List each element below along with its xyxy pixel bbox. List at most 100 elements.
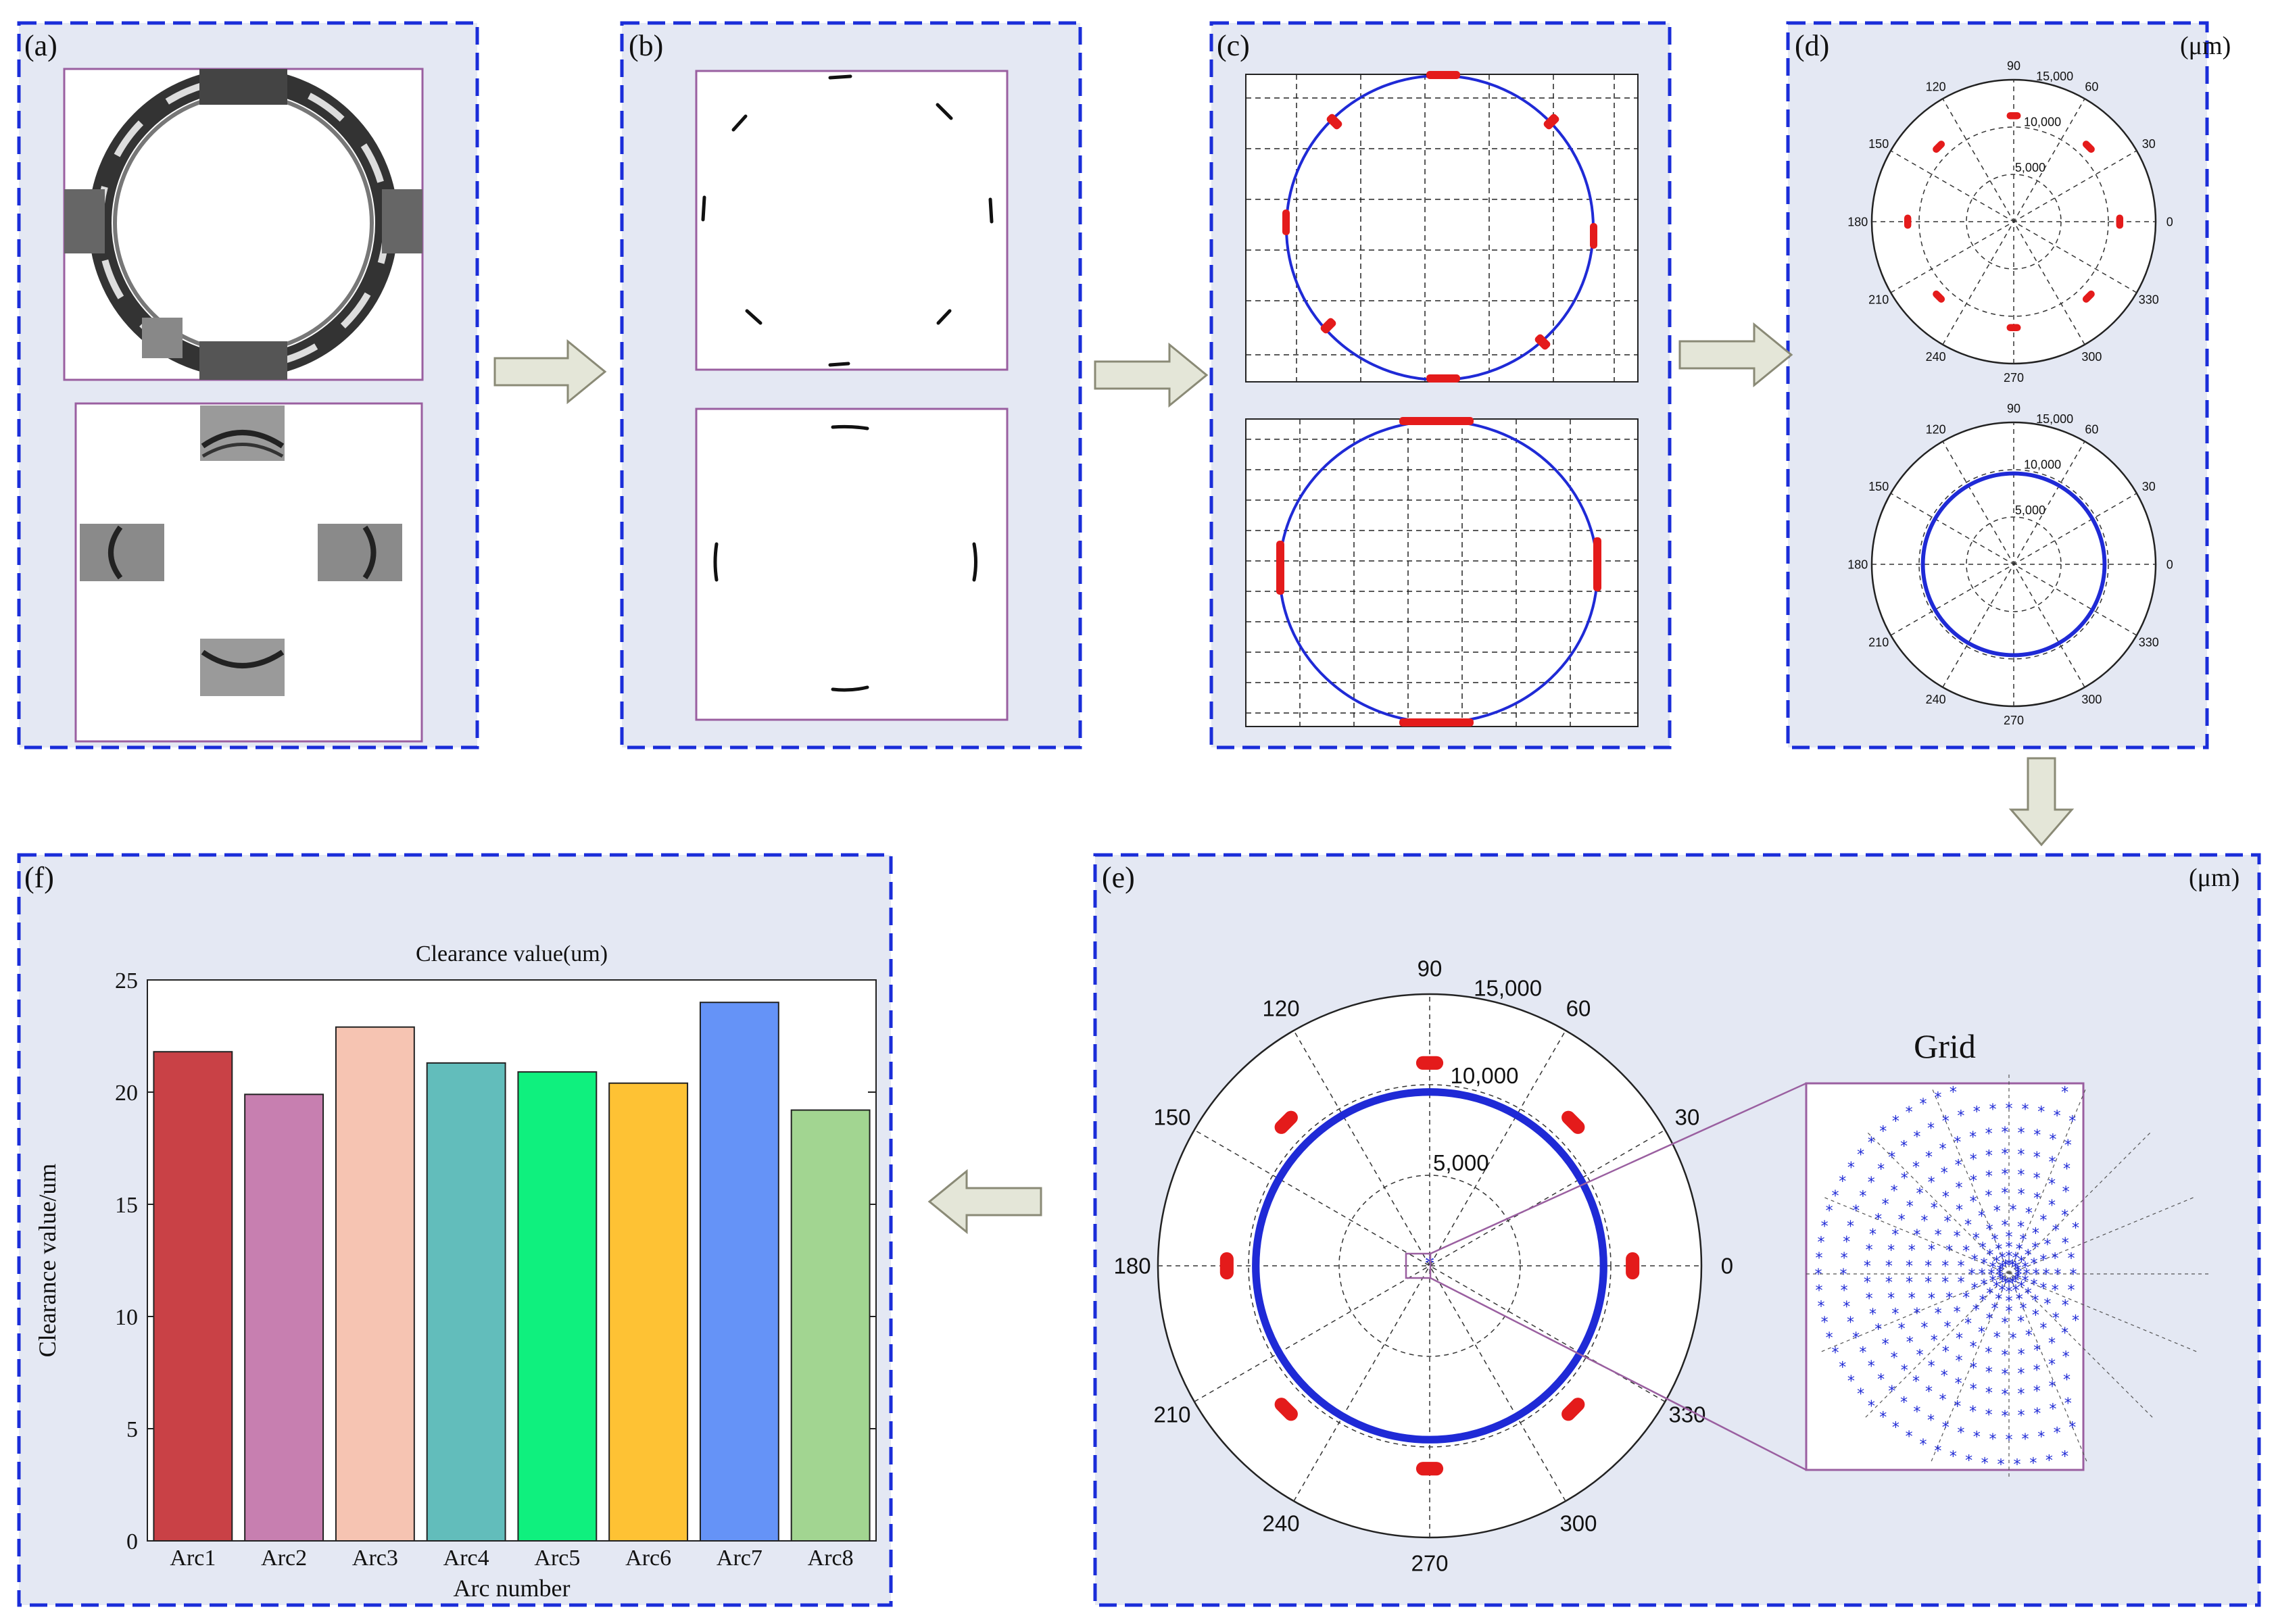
- grid-point: *: [1988, 1266, 1995, 1283]
- grid-point: *: [1945, 1290, 1953, 1307]
- grid-point: *: [2002, 1125, 2009, 1141]
- grid-point: *: [2002, 1387, 2009, 1404]
- polar-angle-label: 30: [2142, 480, 2156, 493]
- polar-spoke: [1890, 493, 2137, 636]
- arc-points: [1933, 141, 1945, 153]
- polar-angle-label: 330: [2139, 293, 2159, 307]
- grid-point: *: [2068, 1250, 2075, 1267]
- grid-point: *: [1924, 1275, 1932, 1291]
- grid-point: *: [2032, 1226, 2039, 1243]
- polar-angle-label: 60: [2085, 80, 2098, 94]
- grid-point: *: [2012, 1273, 2019, 1290]
- grid-point: *: [2020, 1232, 2027, 1249]
- grid-point: *: [1892, 1113, 1899, 1130]
- grid-point: *: [1942, 1114, 1950, 1131]
- grid-point: *: [2061, 1084, 2068, 1101]
- grid-point: *: [1989, 1102, 1996, 1118]
- grid-point: *: [1939, 1392, 1946, 1409]
- polar-ring: [1918, 126, 2109, 317]
- grid-point: *: [1970, 1360, 1977, 1377]
- grid-point: *: [1866, 1242, 1873, 1259]
- polar-plot-d-top: 0 30 60 90 120 150 180 210 240 270 300 330 5,000 10,0…: [1847, 59, 2173, 385]
- grid-point: *: [1879, 1410, 1887, 1427]
- grid-point: *: [2033, 1383, 2041, 1400]
- grid-point: *: [1939, 1141, 1946, 1158]
- grid-point: *: [2052, 1223, 2060, 1239]
- grid-point: *: [2017, 1147, 2025, 1164]
- grid-point: *: [1840, 1266, 1847, 1283]
- polar-angle-label: 0: [2166, 215, 2173, 228]
- grid-point: *: [1852, 1203, 1860, 1220]
- grid-point: *: [2062, 1298, 2069, 1314]
- polar-radial-label: 15,000: [2036, 70, 2073, 83]
- panel-e-label: (e): [1102, 861, 1135, 894]
- grid-point: *: [1816, 1250, 1823, 1267]
- polar-spoke: [1194, 1129, 1666, 1402]
- grid-point: *: [1981, 1277, 1988, 1294]
- grid-point: *: [1847, 1373, 1855, 1390]
- y-tick-label: 15: [115, 1193, 138, 1218]
- grid-point: *: [2031, 1293, 2039, 1310]
- panel-c-fits: [1245, 71, 1639, 727]
- bar-chart-title: Clearance value(um): [416, 941, 608, 966]
- grid-point: *: [1997, 1457, 2005, 1474]
- grid-point: *: [1900, 1139, 1908, 1156]
- grid-point: *: [1908, 1243, 1916, 1260]
- grid-point: *: [2049, 1402, 2056, 1419]
- ring-photo: [64, 69, 422, 380]
- grid-points: * * * * * * * * * * * * * * * * * * * * * * * * * * * * * * * * * * * * * * * *…: [1806, 1071, 2212, 1477]
- grid-point: *: [1906, 1335, 1914, 1352]
- grid-point: *: [1943, 1214, 1951, 1231]
- grid-point: *: [2014, 1270, 2021, 1287]
- grid-point: *: [2025, 1206, 2033, 1223]
- grid-point: *: [1928, 1242, 1935, 1259]
- grid-point: *: [1964, 1316, 1972, 1333]
- grid-point: *: [1934, 1089, 1941, 1106]
- grid-point: *: [1920, 1096, 1927, 1113]
- grid-point: *: [1852, 1330, 1860, 1347]
- grid-point: *: [2039, 1252, 2047, 1269]
- grid-point: *: [1941, 1368, 1948, 1385]
- grid-point: *: [1955, 1375, 1962, 1392]
- grid-point: *: [1913, 1404, 1920, 1421]
- grid-point: *: [2002, 1408, 2009, 1425]
- grid-point: *: [2017, 1314, 2025, 1331]
- grid-point: *: [1898, 1212, 1906, 1229]
- grid-point: *: [2052, 1251, 2059, 1268]
- grid-point: *: [2043, 1237, 2051, 1254]
- grid-point: *: [2002, 1258, 2009, 1275]
- grid-point: *: [2006, 1294, 2013, 1310]
- grid-point: *: [1839, 1173, 1846, 1190]
- grid-point: *: [1928, 1358, 1935, 1375]
- polar-angle-label: 150: [1868, 137, 1889, 151]
- grid-point: *: [1818, 1234, 1825, 1251]
- grid-point: *: [2022, 1431, 2029, 1448]
- bar-arc2: [244, 1093, 324, 1542]
- grid-point: *: [1885, 1258, 1893, 1275]
- grid-point: *: [1950, 1449, 1957, 1466]
- polar-angle-label: 120: [1926, 80, 1946, 94]
- grid-point: *: [1818, 1299, 1825, 1316]
- grid-point: *: [1993, 1254, 2000, 1271]
- image-a-top-frame: [63, 68, 424, 381]
- polar-angle-label: 270: [2004, 714, 2024, 727]
- grid-point: *: [1978, 1325, 1985, 1342]
- grid-point: *: [2018, 1347, 2025, 1364]
- grid-point: *: [1942, 1344, 1950, 1361]
- grid-point: *: [1970, 1381, 1977, 1398]
- grid-point: *: [1997, 1263, 2004, 1280]
- grid-point: *: [1985, 1385, 1993, 1402]
- y-tick-label: 10: [115, 1305, 138, 1330]
- grid-point: *: [2033, 1171, 2041, 1187]
- grid-point: *: [1924, 1258, 1932, 1275]
- grid-point: *: [2006, 1249, 2013, 1266]
- arc-points: [2006, 112, 2021, 120]
- grid-point: *: [1906, 1258, 1913, 1275]
- polar-angle-label: 60: [2085, 423, 2098, 437]
- bar-arc4: [426, 1062, 506, 1542]
- polar-radial-label: 10,000: [1451, 1063, 1519, 1088]
- polar-angle-label: 120: [1926, 423, 1946, 437]
- grid-point: *: [1956, 1331, 1963, 1348]
- grid-point: *: [2068, 1283, 2075, 1300]
